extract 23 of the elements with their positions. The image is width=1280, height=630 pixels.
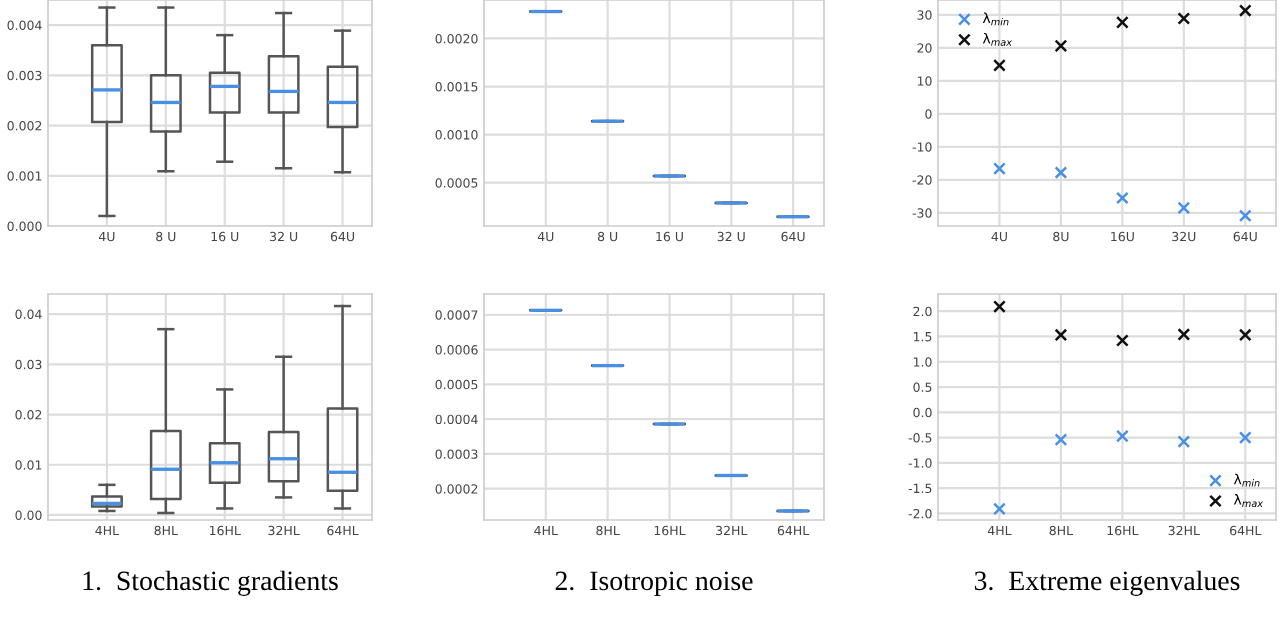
point bbox=[993, 58, 1006, 72]
point bbox=[1238, 328, 1252, 342]
point bbox=[1054, 39, 1068, 53]
point bbox=[1054, 328, 1068, 342]
point bbox=[1177, 12, 1191, 25]
point bbox=[1115, 15, 1129, 29]
text: 2. Isotropic noise bbox=[555, 571, 753, 596]
point bbox=[993, 502, 1006, 516]
point bbox=[1177, 328, 1191, 341]
point bbox=[1238, 431, 1252, 445]
point bbox=[1054, 433, 1068, 447]
point bbox=[1115, 191, 1129, 205]
point bbox=[1177, 435, 1191, 449]
point bbox=[1177, 201, 1191, 215]
text: 3. Extreme eigenvalues bbox=[974, 570, 1240, 596]
point bbox=[993, 162, 1006, 176]
point bbox=[1238, 209, 1252, 223]
point bbox=[1115, 334, 1129, 347]
point bbox=[993, 300, 1006, 314]
point bbox=[1238, 4, 1252, 17]
point bbox=[1054, 166, 1068, 179]
point bbox=[1115, 429, 1129, 443]
text: 1. Stochastic gradients bbox=[83, 570, 338, 596]
